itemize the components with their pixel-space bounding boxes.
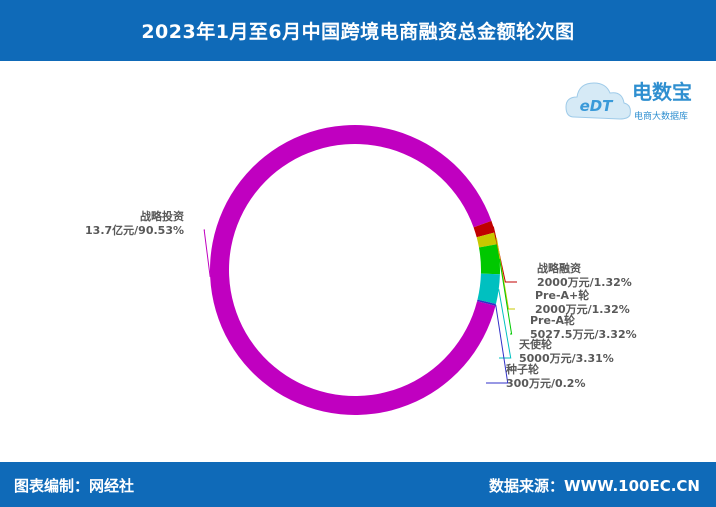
slice-Pre-A轮 <box>478 244 500 275</box>
chart-header: 2023年1月至6月中国跨境电商融资总金额轮次图 <box>0 0 716 61</box>
slice-label-value: 13.7亿元/90.53% <box>85 223 184 237</box>
slice-label-name: 战略投资 <box>140 209 184 223</box>
slice-label-name: 战略融资 <box>537 261 581 275</box>
label-leaders <box>203 226 517 384</box>
slice-战略投资 <box>209 125 496 415</box>
donut-chart: eDT 电数宝 电商大数据库 战略投资13.7亿元/90.53%战略融资2000… <box>85 80 692 415</box>
slice-Pre-A+轮 <box>476 232 498 248</box>
leader-种子轮 <box>486 304 509 384</box>
leader-天使轮 <box>498 289 512 359</box>
slice-label-name: Pre-A轮 <box>530 313 575 327</box>
chart-footer: 图表编制：网经社 数据来源：WWW.100EC.CN <box>0 462 716 507</box>
donut-slices <box>209 125 500 415</box>
footer-source: 数据来源：WWW.100EC.CN <box>489 477 700 495</box>
slice-label-value: 5027.5万元/3.32% <box>530 328 637 341</box>
leader-Pre-A轮 <box>499 258 513 335</box>
slice-labels: 战略投资13.7亿元/90.53%战略融资2000万元/1.32%Pre-A+轮… <box>85 209 637 390</box>
slice-label-value: 2000万元/1.32% <box>535 303 630 316</box>
logo-subtitle: 电商大数据库 <box>634 110 688 122</box>
slice-战略融资 <box>473 220 496 238</box>
cloud-icon <box>565 82 631 120</box>
chart-title: 2023年1月至6月中国跨境电商融资总金额轮次图 <box>141 21 575 43</box>
slice-label-name: 种子轮 <box>505 362 539 376</box>
logo-brand: 电数宝 <box>632 80 692 104</box>
slice-label-name: 天使轮 <box>519 337 552 351</box>
slice-天使轮 <box>477 273 500 305</box>
slice-种子轮 <box>477 299 496 306</box>
slice-label-value: 2000万元/1.32% <box>537 276 632 289</box>
slice-label-value: 300万元/0.2% <box>506 377 586 390</box>
footer-credit: 图表编制：网经社 <box>14 477 135 495</box>
slice-label-value: 5000万元/3.31% <box>519 352 614 365</box>
brand-logo: eDT 电数宝 电商大数据库 <box>565 80 692 122</box>
slice-label-name: Pre-A+轮 <box>535 288 589 302</box>
leader-战略投资 <box>203 229 211 278</box>
logo-mark: eDT <box>580 97 615 115</box>
